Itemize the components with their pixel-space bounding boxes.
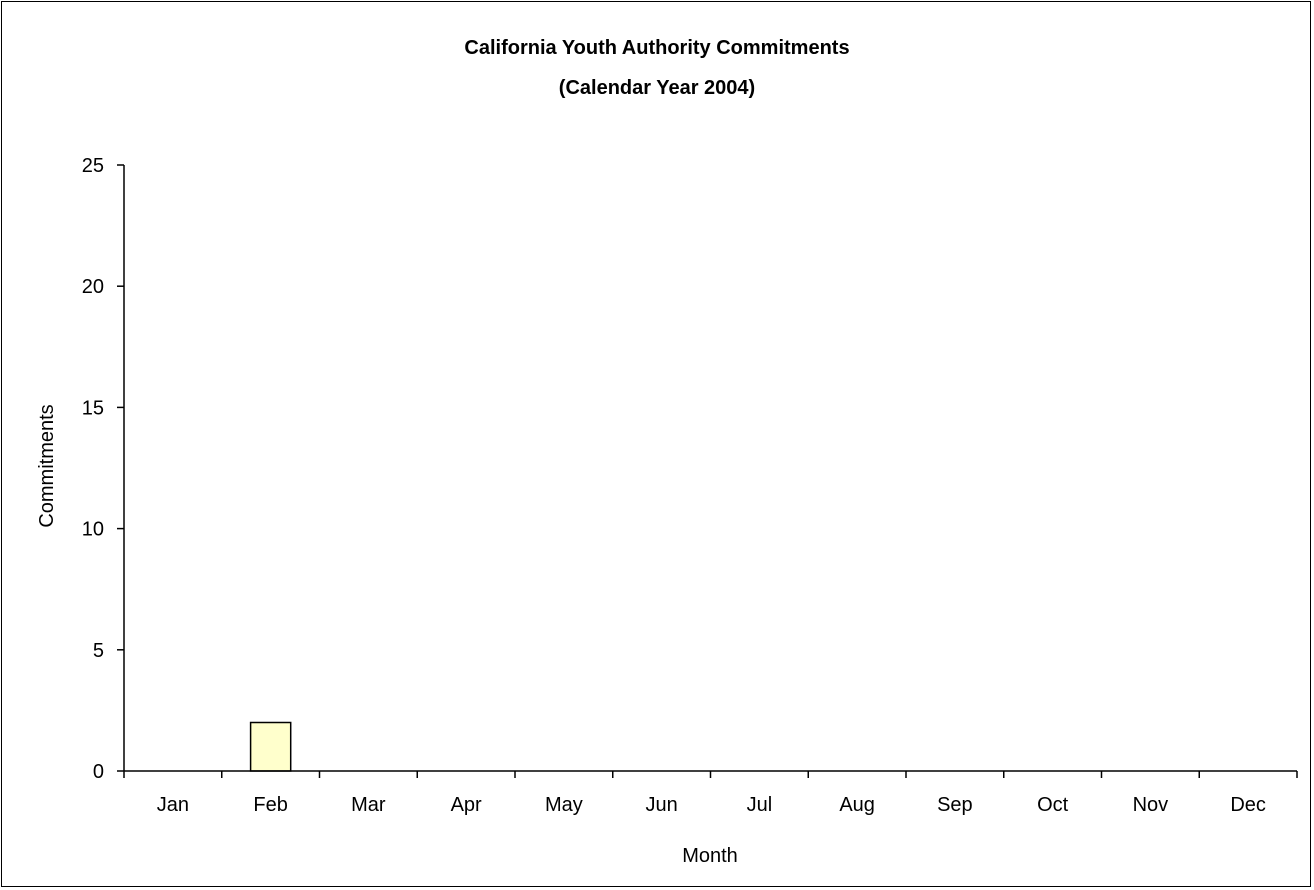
bar-feb <box>249 721 292 772</box>
x-tick-label-may: May <box>545 794 583 816</box>
y-tick-label-0: 0 <box>93 761 104 783</box>
x-tick-label-nov: Nov <box>1133 794 1169 816</box>
x-tick-label-jul: Jul <box>747 794 773 816</box>
x-tick-label-feb: Feb <box>253 794 287 816</box>
x-tick-label-sep: Sep <box>937 794 973 816</box>
x-tick-label-jan: Jan <box>157 794 189 816</box>
x-tick-label-dec: Dec <box>1230 794 1266 816</box>
x-tick-label-oct: Oct <box>1037 794 1069 816</box>
x-tick-label-apr: Apr <box>451 794 482 816</box>
x-tick-label-mar: Mar <box>351 794 386 816</box>
x-tick-label-aug: Aug <box>839 794 875 816</box>
y-tick-label-10: 10 <box>82 519 104 541</box>
x-axis-label: Month <box>682 845 738 867</box>
plot-area: 0 5 10 15 20 25 Jan Feb Mar Apr May Jun Jul Aug Sep Oct… <box>82 155 1298 816</box>
y-tick-label-15: 15 <box>82 397 104 419</box>
y-tick-label-20: 20 <box>82 276 104 298</box>
chart-subtitle: (Calendar Year 2004) <box>559 77 755 99</box>
chart-title: California Youth Authority Commitments <box>464 37 849 59</box>
y-tick-label-5: 5 <box>93 640 104 662</box>
y-axis-label: Commitments <box>36 404 58 527</box>
x-tick-label-jun: Jun <box>646 794 678 816</box>
y-tick-label-25: 25 <box>82 155 104 177</box>
